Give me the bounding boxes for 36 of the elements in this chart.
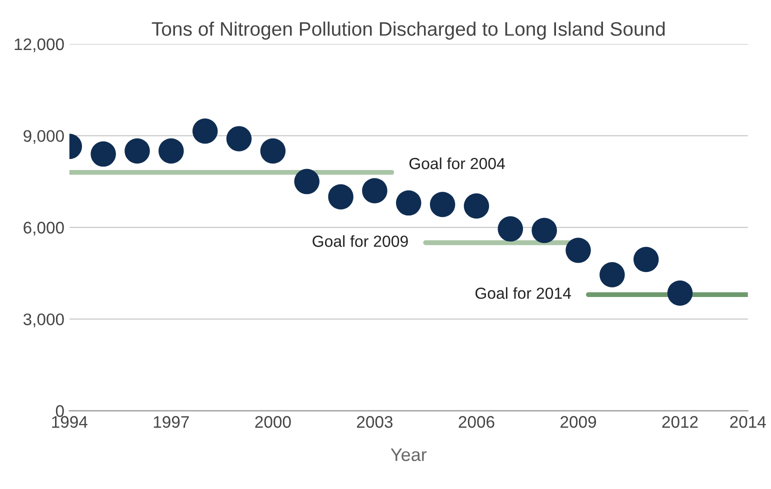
point — [430, 192, 456, 218]
x-tick-label: 1994 — [52, 416, 88, 428]
x-tick-label: 1997 — [154, 416, 189, 428]
y-tick-label: 9,000 — [24, 130, 64, 144]
point — [600, 262, 625, 288]
point — [124, 138, 150, 164]
annotation: Goal for 2004 — [409, 157, 505, 170]
y-tick-label: 0 — [56, 405, 64, 417]
x-tick-label: 2012 — [662, 416, 698, 428]
y-tick-label: 12,000 — [14, 38, 64, 52]
point — [90, 141, 116, 167]
point — [328, 184, 354, 210]
point — [294, 168, 320, 194]
point — [566, 238, 591, 263]
chart-title: Tons of Nitrogen Pollution Discharged to Long Island Sound — [152, 22, 665, 40]
x-tick-label: 2003 — [357, 416, 393, 428]
point — [464, 193, 490, 219]
point — [667, 280, 693, 306]
x-tick-label: 2000 — [255, 416, 291, 428]
point — [396, 190, 422, 216]
x-axis-title: Year — [390, 448, 427, 462]
point — [532, 218, 557, 244]
point — [226, 126, 252, 152]
annotation: Goal for 2009 — [312, 235, 408, 247]
y-tick-label: 3,000 — [23, 313, 64, 328]
x-tick-label: 2006 — [458, 416, 494, 428]
point — [362, 178, 388, 204]
point — [633, 246, 659, 272]
y-tick-label: 6,000 — [24, 222, 64, 236]
annotation: Goal for 2014 — [475, 287, 572, 299]
x-tick-label: 2009 — [560, 416, 596, 428]
x-tick-label: 2014 — [730, 416, 766, 428]
point — [498, 216, 524, 242]
point — [260, 138, 286, 164]
point — [158, 138, 184, 164]
point — [192, 118, 218, 144]
